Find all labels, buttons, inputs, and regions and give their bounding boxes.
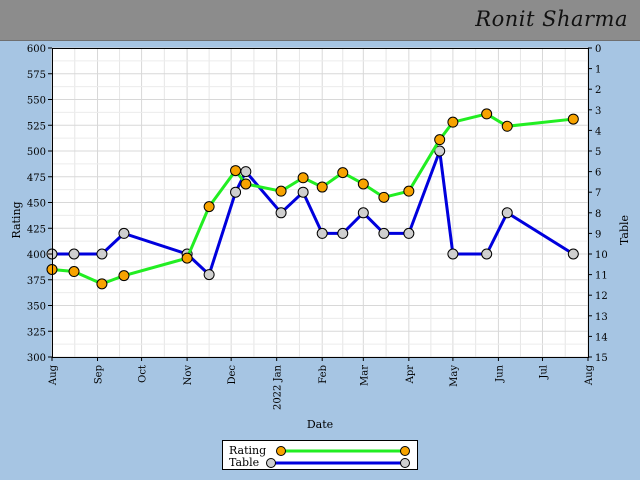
data-point-rating	[96, 278, 108, 290]
legend-item-rating: Rating	[229, 444, 415, 457]
y-right-tick-label: 5	[595, 147, 601, 158]
axes: Aug Sep Oct Nov Dec 2022 Jan Feb Mar Apr May Jun Ju…	[27, 44, 608, 410]
data-point-table	[275, 207, 287, 219]
data-point-rating	[567, 113, 579, 125]
owner-name: Ronit Sharma	[475, 7, 628, 31]
data-point-rating	[357, 178, 369, 190]
legend-swatch-table	[266, 458, 410, 468]
data-point-table	[297, 186, 309, 198]
x-tick-label: Jun	[494, 364, 505, 382]
data-point-table	[316, 227, 328, 239]
legend-label-table: Table	[229, 456, 260, 469]
y-right-tick-label: 4	[595, 126, 601, 137]
data-point-table	[96, 248, 108, 260]
y-left-tick-label: 500	[27, 147, 46, 158]
y-left-tick-label: 575	[27, 70, 46, 81]
data-point-rating	[68, 266, 80, 278]
y-right-tick-label: 12	[595, 291, 608, 302]
data-point-table	[230, 186, 242, 198]
plot-frame	[52, 48, 589, 358]
x-tick-label: Feb	[318, 365, 329, 384]
rating-table-chart: Aug Sep Oct Nov Dec 2022 Jan Feb Mar Apr May Jun Ju…	[10, 44, 631, 431]
y-left-tick-label: 550	[27, 96, 46, 107]
data-point-rating	[337, 167, 349, 179]
data-point-table	[567, 248, 579, 260]
data-point-rating	[203, 201, 215, 213]
header-divider	[0, 40, 640, 41]
legend: Rating Table	[222, 440, 418, 470]
x-tick-label: Oct	[138, 365, 149, 383]
y-left-tick-label: 450	[27, 199, 46, 210]
y-left-tick-label: 475	[27, 173, 46, 184]
x-tick-label: May	[449, 365, 460, 387]
y-right-tick-label: 0	[595, 44, 601, 55]
y-axis-label-right: Table	[618, 215, 631, 245]
data-point-rating	[316, 181, 328, 193]
series-line-table	[52, 149, 575, 277]
x-tick-label: 2022 Jan	[273, 364, 284, 410]
x-tick-label: Dec	[227, 365, 238, 385]
data-point-table	[501, 207, 513, 219]
x-tick-label: Aug	[48, 364, 59, 386]
data-point-rating	[501, 120, 513, 132]
data-point-table	[378, 227, 390, 239]
y-left-tick-label: 525	[27, 121, 46, 132]
y-right-tick-label: 13	[595, 312, 608, 323]
x-axis-label: Date	[307, 418, 333, 431]
y-axis-label-left: Rating	[10, 201, 23, 238]
legend-swatch-rating	[276, 446, 410, 456]
y-left-tick-label: 600	[27, 44, 46, 55]
data-point-rating	[434, 134, 446, 146]
data-point-rating	[378, 191, 390, 203]
y-left-tick-label: 300	[27, 353, 46, 364]
y-right-tick-label: 1	[595, 65, 601, 76]
data-point-rating	[181, 252, 193, 264]
y-right-tick-label: 15	[595, 353, 608, 364]
y-right-tick-label: 2	[595, 85, 601, 96]
data-point-table	[118, 227, 130, 239]
series-layer	[46, 108, 579, 290]
x-tick-label: Mar	[359, 365, 370, 386]
y-right-tick-label: 11	[595, 271, 608, 282]
y-left-tick-label: 400	[27, 250, 46, 261]
data-point-table	[434, 145, 446, 157]
data-point-table	[240, 166, 252, 178]
x-tick-label: Nov	[183, 365, 194, 386]
data-point-rating	[230, 165, 242, 177]
x-tick-label: Sep	[94, 365, 105, 384]
y-right-tick-label: 7	[595, 188, 601, 199]
y-left-tick-label: 375	[27, 276, 46, 287]
legend-label-rating: Rating	[229, 444, 267, 457]
y-right-tick-label: 8	[595, 209, 601, 220]
data-point-table	[481, 248, 493, 260]
data-point-table	[203, 269, 215, 281]
x-tick-label: Apr	[405, 365, 416, 385]
legend-item-table: Table	[229, 456, 415, 469]
x-tick-label: Aug	[584, 364, 595, 386]
data-point-rating	[275, 185, 287, 197]
data-point-rating	[118, 270, 130, 282]
chart-header-bar: Ronit Sharma	[0, 0, 640, 40]
data-point-rating	[447, 116, 459, 128]
data-point-table	[403, 227, 415, 239]
data-point-table	[357, 207, 369, 219]
y-right-tick-label: 3	[595, 106, 601, 117]
y-right-tick-label: 6	[595, 168, 601, 179]
data-point-table	[337, 227, 349, 239]
y-left-tick-label: 325	[27, 327, 46, 338]
y-right-tick-label: 10	[595, 250, 608, 261]
y-left-tick-label: 350	[27, 302, 46, 313]
data-point-table	[447, 248, 459, 260]
y-left-tick-label: 425	[27, 224, 46, 235]
x-tick-label: Jul	[538, 365, 549, 380]
y-right-tick-label: 14	[595, 332, 608, 343]
y-right-tick-label: 9	[595, 229, 601, 240]
data-point-rating	[240, 178, 252, 190]
data-point-rating	[297, 172, 309, 184]
data-point-rating	[481, 108, 493, 120]
data-point-table	[68, 248, 80, 260]
data-point-rating	[403, 185, 415, 197]
